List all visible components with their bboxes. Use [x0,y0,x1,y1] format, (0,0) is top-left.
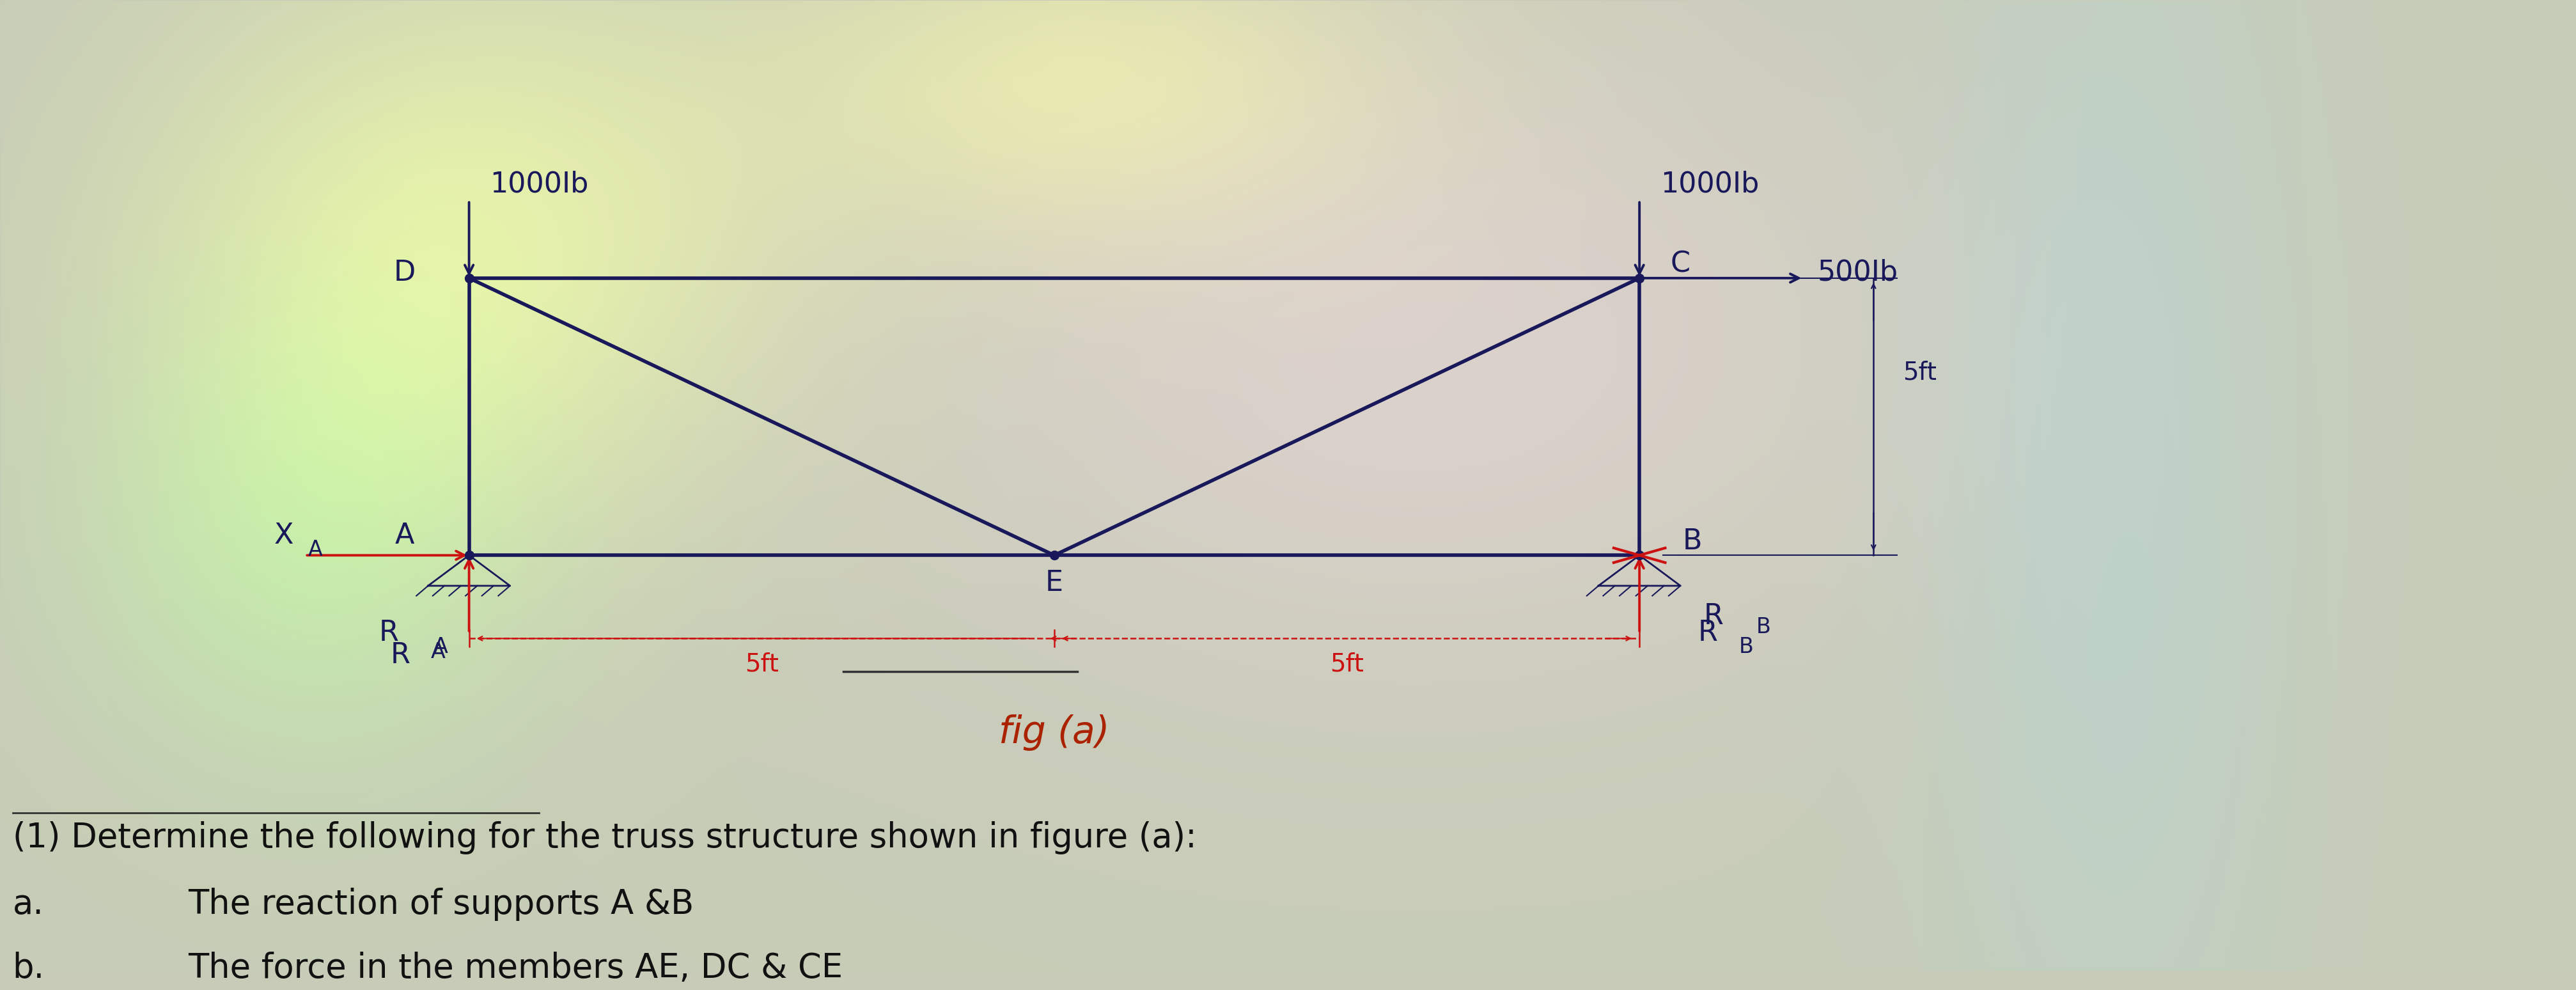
Text: 500Ib: 500Ib [1816,258,1899,286]
Point [448,547,489,563]
Text: R: R [1703,603,1723,630]
Point [1618,270,1659,286]
Text: B: B [1682,528,1700,555]
Text: A: A [394,522,415,549]
Text: C: C [1669,250,1690,278]
Text: b.: b. [13,951,44,985]
Text: E: E [1046,569,1064,597]
Text: R: R [1698,619,1718,646]
Point [1618,547,1659,563]
Text: A: A [433,637,448,657]
Point [448,270,489,286]
Text: B: B [1739,637,1754,657]
Text: R: R [379,619,399,646]
Text: 1000Ib: 1000Ib [1659,170,1759,198]
Text: D: D [394,258,415,286]
Text: The force in the members AE, DC & CE: The force in the members AE, DC & CE [188,951,842,985]
Text: B: B [1757,617,1770,638]
Text: A: A [430,642,446,662]
Text: 5ft: 5ft [1329,652,1363,676]
Text: a.: a. [13,888,44,922]
Text: 5ft: 5ft [744,652,778,676]
Text: A: A [309,540,322,560]
Text: The reaction of supports A &B: The reaction of supports A &B [188,888,693,922]
Text: (1) Determine the following for the truss structure shown in figure (a):: (1) Determine the following for the trus… [13,822,1195,854]
Text: 5ft: 5ft [1901,360,1937,384]
Text: X: X [273,522,294,549]
Text: 1000Ib: 1000Ib [489,170,590,198]
Point [1033,547,1074,563]
Text: R: R [392,642,410,668]
Text: fig (a): fig (a) [999,715,1110,751]
